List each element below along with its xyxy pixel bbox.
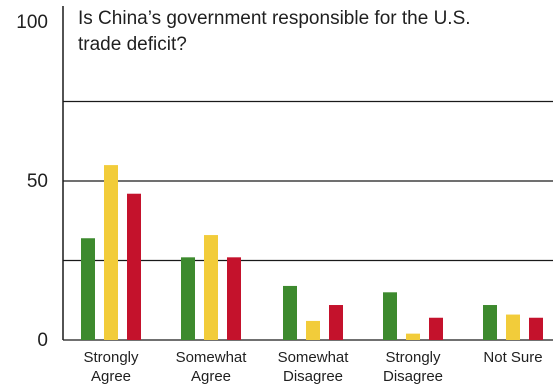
bar-series3-category2	[227, 257, 241, 340]
y-tick-labels: 100 50 0	[16, 12, 48, 351]
x-tick-label-4-line-2: Disagree	[383, 368, 443, 385]
y-tick-label-100: 100	[16, 12, 48, 33]
chart-title-line-1: Is China’s government responsible for th…	[78, 8, 471, 29]
bar-series1-category5	[483, 305, 497, 340]
chart-title: Is China’s government responsible for th…	[78, 6, 538, 58]
x-tick-label-2-line-2: Agree	[191, 368, 231, 385]
bar-series1-category3	[283, 285, 297, 340]
bar-series1-category1	[81, 238, 95, 340]
bar-series1-category4	[383, 292, 397, 340]
x-tick-label-1-line-2: Agree	[91, 368, 131, 385]
x-tick-labels: Strongly Agree Somewhat Agree Somewhat Disagr…	[83, 349, 542, 385]
x-tick-label-3-line-1: Somewhat	[278, 349, 350, 366]
bar-series1-category2	[181, 257, 195, 340]
chart-title-line-2: trade deficit?	[78, 34, 187, 55]
x-tick-label-4-line-1: Strongly	[385, 349, 441, 366]
bar-series3-category1	[127, 193, 141, 340]
bar-series2-category5	[506, 314, 520, 340]
bar-series3-category5	[529, 317, 543, 340]
bar-series2-category1	[104, 165, 118, 340]
bar-series2-category3	[306, 320, 320, 340]
bars	[81, 165, 543, 340]
y-tick-label-0: 0	[37, 330, 48, 351]
bar-series3-category4	[429, 317, 443, 340]
bar-series2-category4	[406, 333, 420, 340]
x-tick-label-5-line-1: Not Sure	[483, 349, 542, 366]
x-tick-label-3-line-2: Disagree	[283, 368, 343, 385]
x-tick-label-2-line-1: Somewhat	[176, 349, 248, 366]
gridlines	[63, 100, 553, 262]
x-tick-label-1-line-1: Strongly	[83, 349, 139, 366]
bar-series3-category3	[329, 305, 343, 340]
y-tick-label-50: 50	[27, 171, 48, 192]
bar-series2-category2	[204, 235, 218, 340]
